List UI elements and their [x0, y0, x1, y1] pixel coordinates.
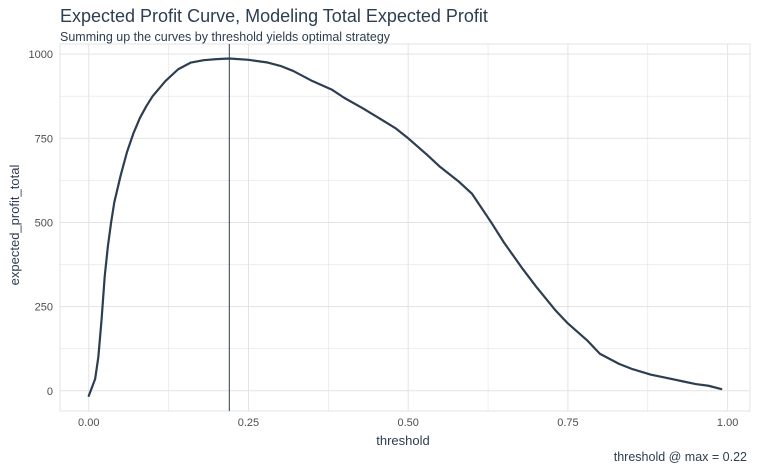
- x-tick-label: 0.50: [397, 417, 418, 429]
- x-tick-label: 0.75: [557, 417, 578, 429]
- series-line: [87, 57, 723, 397]
- x-axis-label: threshold: [376, 433, 429, 448]
- plot-panel: [59, 43, 751, 412]
- x-axis-ticks: 0.00 0.25 0.50 0.75 1.00: [78, 417, 738, 429]
- grid: [59, 43, 751, 412]
- y-axis-ticks: 0 250 500 750 1000: [29, 49, 53, 398]
- x-tick-label: 0.25: [238, 417, 259, 429]
- chart-caption: threshold @ max = 0.22: [613, 450, 747, 464]
- y-tick-label: 750: [35, 133, 53, 145]
- y-tick-label: 500: [35, 217, 53, 229]
- chart-title: Expected Profit Curve, Modeling Total Ex…: [60, 6, 488, 26]
- y-tick-label: 250: [35, 302, 53, 314]
- y-tick-label: 0: [47, 386, 53, 398]
- x-tick-label: 1.00: [717, 417, 738, 429]
- y-axis-label: expected_profit_total: [7, 165, 22, 286]
- y-tick-label: 1000: [29, 49, 53, 61]
- x-tick-label: 0.00: [78, 417, 99, 429]
- chart-subtitle: Summing up the curves by threshold yield…: [60, 30, 391, 44]
